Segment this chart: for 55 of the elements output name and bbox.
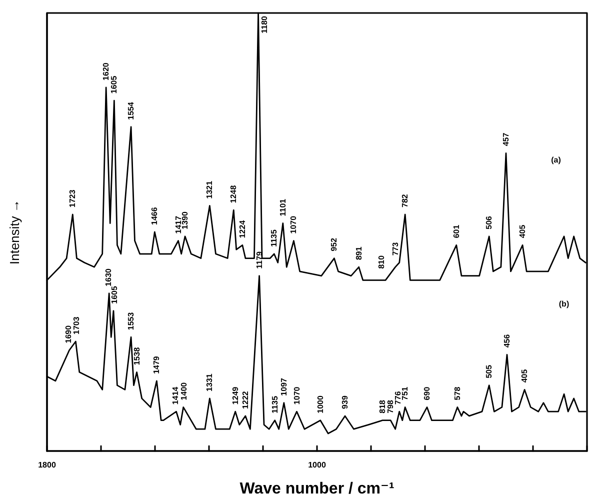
- annotation: (a): [551, 156, 562, 164]
- annotation: 1630: [104, 268, 113, 286]
- annotation: 457: [502, 132, 510, 146]
- annotation: 456: [502, 334, 512, 348]
- annotation: 1135: [270, 228, 279, 247]
- annotation: 1605: [110, 285, 119, 304]
- annotation: 1466: [150, 206, 160, 225]
- annotation: 1553: [126, 312, 136, 330]
- annotation: 751: [400, 386, 410, 400]
- annotation: 405: [518, 224, 528, 238]
- annotation: 818: [378, 399, 387, 414]
- annotation: 1224: [238, 220, 247, 238]
- annotation: 1135: [270, 395, 280, 414]
- annotation: 690: [422, 386, 432, 400]
- annotation: 1097: [279, 377, 288, 396]
- annotation: 1179: [254, 250, 264, 269]
- annotation: 1414: [171, 386, 180, 405]
- annotation: 1400: [180, 382, 189, 400]
- annotation: 1249: [230, 386, 240, 405]
- annotation: 1321: [205, 180, 214, 199]
- annotation: 891: [354, 246, 364, 260]
- annotation: 1248: [229, 184, 238, 204]
- annotation: 1070: [292, 386, 302, 405]
- annotation: 952: [330, 237, 339, 252]
- x-tick-label: 1800: [38, 460, 56, 470]
- annotation: (b): [558, 300, 570, 308]
- annotation: 1417: [174, 215, 183, 234]
- annotation: 1070: [289, 215, 298, 234]
- annotation: 505: [484, 364, 494, 378]
- annotation: 1390: [180, 211, 190, 230]
- y-axis-title: Intensity →: [7, 199, 22, 265]
- annotation: 776: [394, 390, 402, 405]
- annotation: 1538: [132, 346, 142, 366]
- annotation: 1723: [68, 189, 78, 208]
- annotation: 1554: [126, 102, 136, 120]
- annotation: 939: [340, 395, 350, 409]
- annotation: 405: [520, 368, 530, 383]
- annotation: 1690: [64, 324, 74, 344]
- annotation: 1620: [102, 62, 111, 80]
- annotation: 1703: [72, 316, 81, 334]
- annotation: 1331: [205, 373, 214, 392]
- annotation: 1000: [316, 394, 325, 414]
- annotation: 1180: [260, 15, 269, 34]
- annotation: 1222: [240, 390, 250, 409]
- annotation: 1479: [152, 356, 162, 374]
- x-axis-title: Wave number / cm⁻¹: [240, 480, 394, 498]
- annotation: 810: [376, 254, 386, 269]
- annotation: 506: [484, 215, 494, 230]
- annotation: 1605: [110, 75, 119, 94]
- annotation: 782: [400, 194, 410, 208]
- annotation: 601: [452, 224, 461, 238]
- annotation: 1101: [278, 198, 288, 216]
- annotation: 798: [386, 399, 396, 414]
- annotation: 578: [452, 386, 462, 400]
- annotation: 773: [390, 242, 400, 256]
